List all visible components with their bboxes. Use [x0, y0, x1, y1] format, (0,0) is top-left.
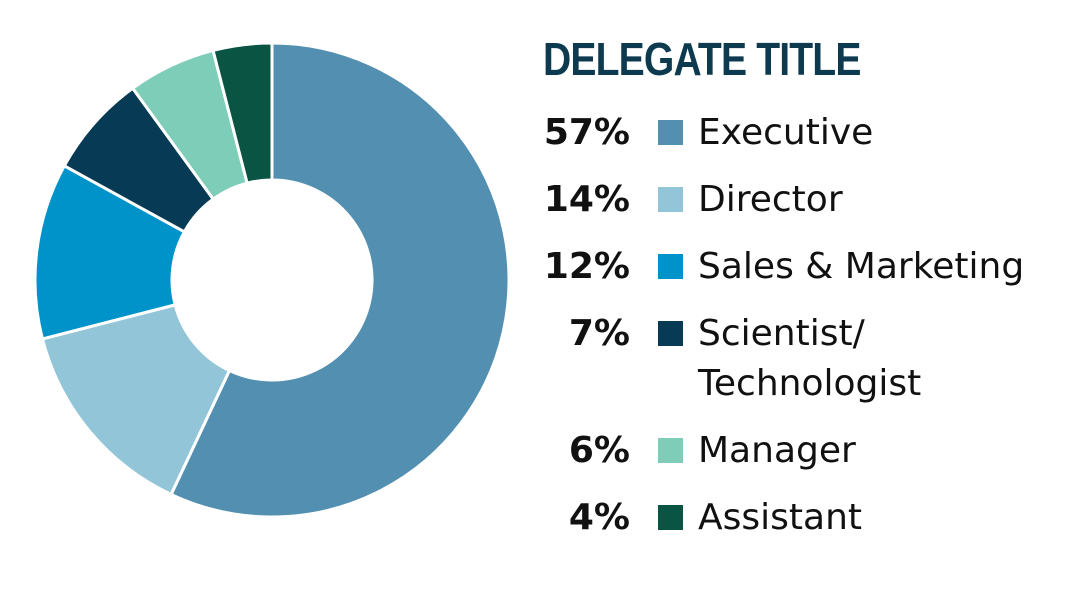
legend-swatch: [658, 187, 683, 212]
slice: [211, 41, 274, 185]
percent-label: 14%: [543, 179, 630, 220]
legend-label: Executive: [698, 112, 874, 153]
percent-label: 7%: [568, 313, 630, 354]
percent-label: 6%: [568, 430, 630, 471]
legend: 57% Executive 14% Director 12% Sales & Market…: [530, 108, 1058, 560]
percent-label: 4%: [568, 497, 630, 538]
legend-label: Manager: [698, 430, 856, 471]
legend-swatch: [658, 254, 683, 279]
legend-label: Director: [698, 179, 843, 220]
legend-swatch: [658, 120, 683, 145]
chart-title: DELEGATE TITLE: [543, 33, 861, 85]
legend-item: 4% Assistant: [530, 493, 1058, 543]
legend-item: 7% Scientist/ Technologist: [530, 309, 1058, 409]
legend-swatch: [658, 438, 683, 463]
legend-label: Sales & Marketing: [698, 246, 1025, 287]
legend-item: 14% Director: [530, 175, 1058, 225]
legend-label: Assistant: [698, 497, 863, 538]
percent-label: 12%: [543, 246, 630, 287]
legend-item: 12% Sales & Marketing: [530, 242, 1058, 292]
slice: [169, 41, 511, 519]
legend-item: 6% Manager: [530, 426, 1058, 476]
slice: [40, 303, 232, 497]
legend-swatch: [658, 321, 683, 346]
legend-swatch: [658, 505, 683, 530]
legend-label: Scientist/ Technologist: [698, 313, 922, 404]
legend-item: 57% Executive: [530, 108, 1058, 158]
percent-label: 57%: [543, 112, 630, 153]
donut-chart: [33, 41, 511, 519]
